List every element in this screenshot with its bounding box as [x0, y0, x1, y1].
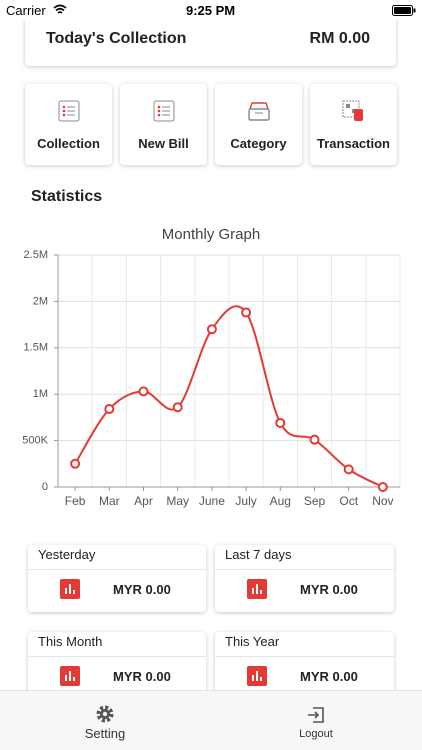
data-point: [275, 417, 286, 428]
x-tick-label: June: [199, 494, 225, 508]
stat-value: MYR 0.00: [300, 669, 358, 684]
y-tick-label: 1.5M: [24, 342, 48, 354]
data-point: [104, 404, 115, 415]
menu-icon: [153, 100, 175, 122]
stat-icon: [60, 666, 80, 686]
data-point: [138, 386, 149, 397]
menu-button[interactable]: New Bill: [120, 84, 207, 165]
status-bar: Carrier 9:25 PM: [0, 0, 422, 20]
logout-icon: [308, 707, 324, 723]
stat-icon: [247, 579, 267, 599]
x-tick-label: Sep: [304, 494, 326, 508]
x-tick-label: Feb: [65, 494, 86, 508]
menu-button[interactable]: Transaction: [310, 84, 397, 165]
tab-bar: Setting Logout: [0, 690, 422, 750]
x-tick-label: Apr: [134, 494, 153, 508]
y-tick-label: 2.5M: [24, 249, 48, 261]
clock: 9:25 PM: [186, 3, 236, 18]
y-tick-label: 1M: [33, 388, 48, 400]
data-point: [70, 458, 81, 469]
stat-value: MYR 0.00: [113, 669, 171, 684]
data-point: [206, 324, 217, 335]
stat-value: MYR 0.00: [300, 582, 358, 597]
stat-label: This Month: [38, 634, 103, 649]
x-tick-label: July: [235, 494, 256, 508]
y-tick-label: 500K: [22, 435, 48, 447]
section-title: Statistics: [31, 188, 103, 205]
stat-card: This Year MYR 0.00: [215, 632, 394, 699]
stat-card: Last 7 days MYR 0.00: [215, 545, 394, 612]
data-point: [172, 402, 183, 413]
y-tick-label: 0: [42, 481, 48, 493]
menu-icon: [248, 102, 270, 121]
line-series: [74, 305, 384, 488]
tab-label: Setting: [84, 726, 126, 741]
card-amount: RM 0.00: [309, 30, 370, 47]
menu-button[interactable]: Category: [215, 84, 302, 165]
menu-label: New Bill: [138, 136, 189, 151]
line-chart: Monthly Graph 0 500K 1M 1.5M 2M 2.5M Feb Mar Apr…: [22, 226, 401, 508]
stat-card: This Month MYR 0.00: [28, 632, 206, 699]
stat-icon: [60, 579, 80, 599]
tab-button[interactable]: Logout: [271, 691, 361, 750]
stat-label: This Year: [225, 634, 280, 649]
data-point: [343, 464, 354, 475]
card-title: Today's Collection: [46, 30, 187, 47]
stat-label: Last 7 days: [225, 547, 292, 562]
stat-icon: [247, 666, 267, 686]
x-tick-label: Oct: [339, 494, 358, 508]
y-tick-label: 2M: [33, 295, 48, 307]
data-point: [241, 307, 252, 318]
menu-button[interactable]: Collection: [25, 84, 112, 165]
x-tick-label: Mar: [99, 494, 120, 508]
menu-label: Category: [230, 136, 287, 151]
menu-icon: [58, 100, 80, 122]
carrier: Carrier: [6, 3, 46, 18]
x-tick-label: Nov: [372, 494, 393, 508]
data-point: [309, 434, 320, 445]
menu-icon: [342, 100, 363, 121]
x-tick-label: May: [166, 494, 189, 508]
menu-label: Transaction: [317, 136, 390, 151]
menu-label: Collection: [37, 136, 100, 151]
chart-title: Monthly Graph: [162, 226, 260, 243]
stat-card: Yesterday MYR 0.00: [28, 545, 206, 612]
stat-label: Yesterday: [38, 547, 96, 562]
data-point: [377, 482, 388, 492]
stat-value: MYR 0.00: [113, 582, 171, 597]
tab-button[interactable]: Setting: [60, 691, 150, 750]
gear-icon: [96, 705, 114, 723]
battery-icon: [392, 5, 416, 16]
tab-label: Logout: [299, 728, 333, 740]
x-tick-label: Aug: [270, 494, 291, 508]
wifi-icon: [53, 4, 67, 14]
